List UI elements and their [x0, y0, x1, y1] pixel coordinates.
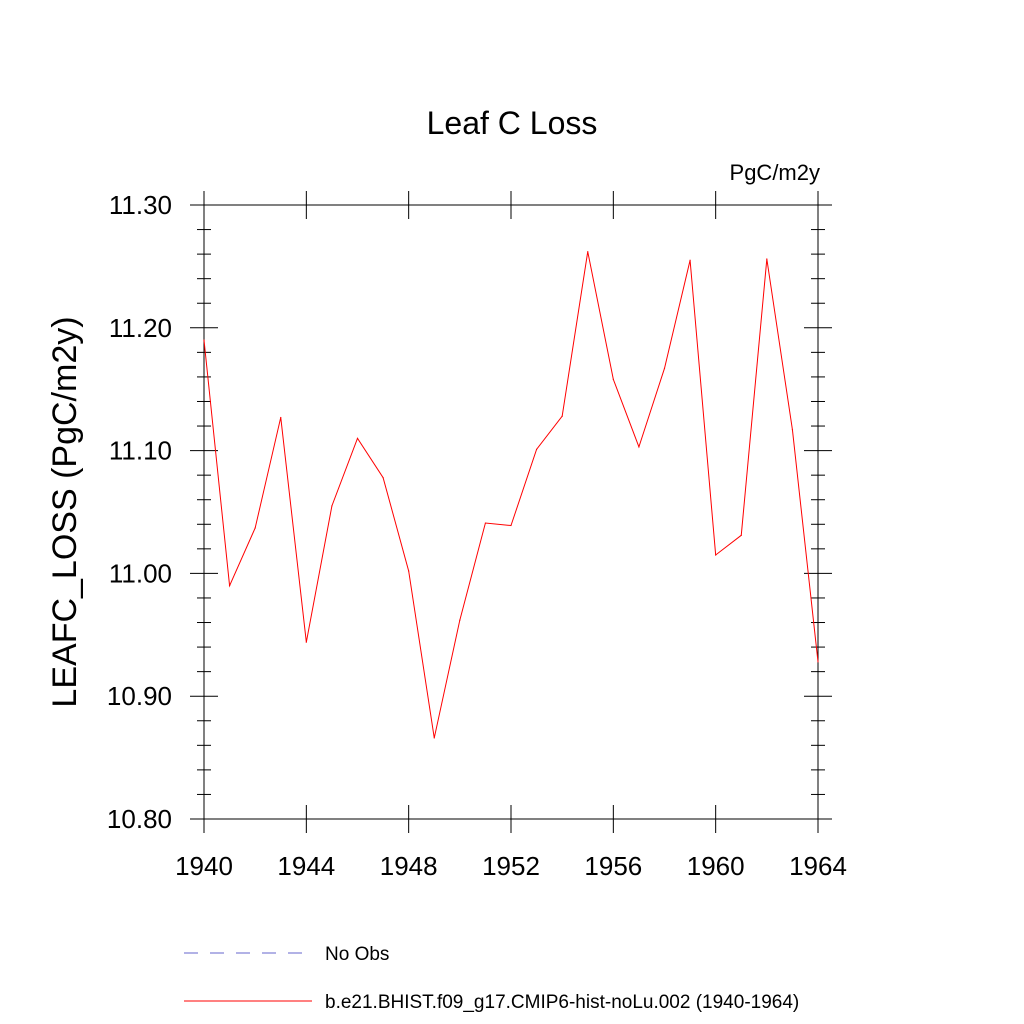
y-tick-label: 11.00 — [109, 558, 172, 588]
axis-ticks — [190, 191, 832, 833]
x-tick-label: 1940 — [175, 851, 233, 881]
data-point — [510, 524, 512, 527]
data-point — [791, 429, 794, 431]
data-point — [228, 585, 231, 587]
series-layer — [203, 251, 819, 739]
data-point — [535, 448, 538, 450]
data-point — [638, 446, 640, 448]
data-point — [280, 416, 282, 419]
y-tick-label: 11.10 — [109, 436, 172, 466]
data-point — [612, 378, 614, 380]
data-point — [203, 339, 205, 341]
data-point — [331, 505, 333, 507]
plot-frame — [203, 204, 819, 820]
x-tick-label: 1956 — [584, 851, 642, 881]
data-point — [305, 641, 307, 643]
data-point — [459, 619, 461, 621]
chart-title: Leaf C Loss — [427, 105, 598, 141]
series-line — [203, 251, 819, 739]
data-point — [382, 477, 384, 479]
x-tick-label: 1948 — [380, 851, 438, 881]
legend-label: No Obs — [325, 944, 389, 965]
x-tick-label: 1964 — [789, 851, 847, 881]
x-tick-label: 1960 — [687, 851, 745, 881]
data-point — [561, 415, 563, 417]
tick-labels: 1940 1944 1948 1952 1956 1960 1964 10.80 10.90 11… — [107, 190, 847, 881]
y-axis-label: LEAFC_LOSS (PgC/m2y) — [46, 316, 84, 707]
y-tick-label: 10.80 — [107, 804, 172, 834]
data-point — [663, 367, 666, 369]
data-point — [484, 522, 487, 524]
x-tick-label: 1952 — [482, 851, 540, 881]
data-point — [254, 527, 256, 529]
legend-label: b.e21.BHIST.f09_g17.CMIP6-hist-noLu.002 … — [325, 992, 799, 1013]
data-point — [587, 251, 589, 253]
units-label: PgC/m2y — [730, 160, 820, 185]
data-point — [766, 258, 768, 260]
data-point — [356, 437, 359, 439]
x-tick-label: 1944 — [277, 851, 335, 881]
data-point — [689, 259, 691, 261]
legend: No Obs b.e21.BHIST.f09_g17.CMIP6-hist-noL… — [184, 944, 799, 1013]
data-point — [408, 570, 410, 572]
data-point — [433, 737, 435, 739]
y-tick-label: 11.30 — [109, 190, 172, 220]
y-tick-label: 10.90 — [107, 681, 172, 711]
data-point — [817, 661, 819, 663]
data-point — [740, 534, 742, 536]
y-tick-label: 11.20 — [109, 313, 172, 343]
data-point — [715, 554, 717, 556]
